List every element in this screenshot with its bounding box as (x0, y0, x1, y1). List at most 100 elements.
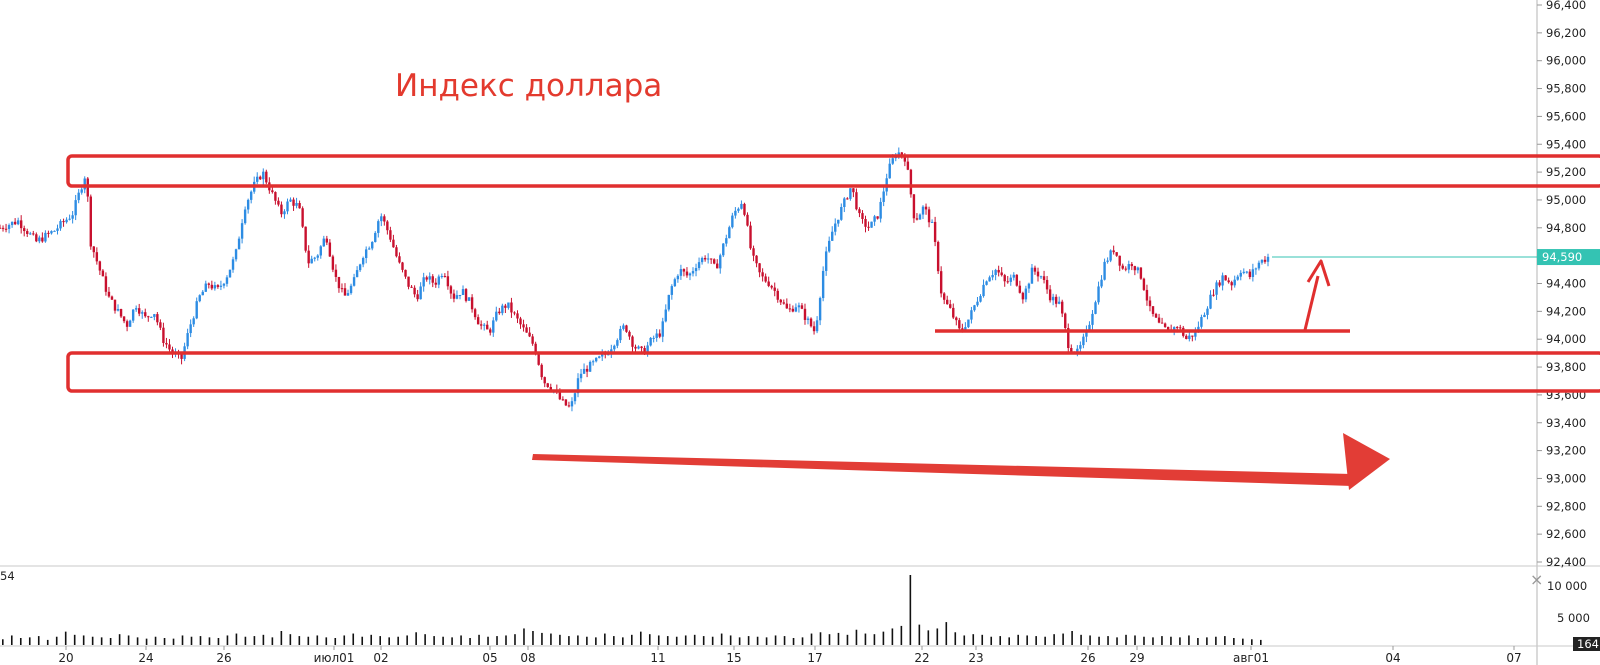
candle-body (110, 296, 114, 300)
candle-body (361, 258, 365, 265)
candle-body (1100, 279, 1103, 287)
candle-body (274, 192, 277, 201)
candle-body (368, 248, 371, 250)
candle-body (903, 156, 907, 162)
candle-body (422, 277, 425, 287)
volume-bar (900, 625, 903, 645)
candle-body (1103, 261, 1106, 280)
date-tick-label: 26 (216, 651, 231, 665)
candle-body (1051, 296, 1055, 301)
candle-body (939, 271, 943, 294)
candle-body (107, 291, 111, 297)
candle-body (404, 269, 407, 277)
candle-body (486, 324, 489, 330)
volume-bar (298, 636, 301, 645)
candle-body (1091, 313, 1094, 325)
candle-body (982, 284, 985, 297)
candle-body (700, 257, 704, 263)
candle-body (301, 208, 304, 227)
volume-bar (235, 633, 238, 645)
volume-bar (550, 633, 552, 645)
candle-body (479, 324, 483, 326)
volume-bar (1044, 636, 1046, 645)
date-tick-label: 02 (373, 651, 388, 665)
candle-body (1254, 268, 1258, 270)
candle-body (476, 317, 480, 325)
candle-body (1042, 276, 1046, 280)
candle-body (570, 401, 574, 407)
candle-body (1030, 267, 1034, 284)
volume-bar (289, 634, 292, 645)
volume-bar (1206, 637, 1208, 645)
close-icon[interactable]: × (1530, 570, 1543, 589)
candle-body (949, 304, 952, 308)
candle-body (616, 340, 619, 346)
candle-body (800, 305, 804, 309)
volume-bar (675, 636, 678, 645)
candle-body (1257, 262, 1261, 269)
candle-body (1054, 296, 1058, 304)
candle-body (295, 203, 298, 206)
candle-body (752, 248, 755, 256)
candle-body (19, 220, 23, 229)
candle-body (540, 364, 543, 378)
candle-body (1048, 289, 1052, 301)
price-tick-label: 92,600 (1546, 527, 1586, 541)
candle-body (758, 263, 761, 273)
volume-bar (1098, 636, 1100, 645)
candle-body (1006, 281, 1009, 283)
candle-body (180, 354, 183, 359)
candle-body (585, 368, 589, 372)
volume-bar (810, 633, 813, 645)
candle-body (243, 209, 247, 224)
candle-body (924, 206, 928, 210)
candle-body (1203, 314, 1206, 318)
volume-bar (136, 637, 139, 645)
candle-body (888, 163, 891, 179)
candle-body (498, 311, 501, 314)
candle-body (358, 264, 362, 271)
candle-body (1133, 266, 1137, 271)
candle-body (567, 405, 571, 407)
candle-body (237, 238, 241, 250)
price-tick-label: 96,400 (1546, 0, 1586, 12)
volume-axis: 10 000 5 000 164 54 (0, 569, 1600, 651)
candle-body (755, 255, 758, 264)
candle-body (1064, 313, 1067, 328)
price-tick-label: 93,400 (1546, 416, 1586, 430)
candle-body (416, 294, 419, 300)
candle-body (864, 219, 867, 227)
volume-bar (1071, 631, 1073, 645)
candle-body (737, 208, 740, 211)
candle-body (824, 251, 828, 271)
price-tick-label: 94,800 (1546, 221, 1586, 235)
candle-body (1166, 326, 1170, 330)
volume-bar (415, 632, 417, 645)
volume-bar (1242, 638, 1244, 645)
candle-body (452, 293, 456, 299)
volume-bar (19, 638, 22, 645)
candle-body (691, 271, 695, 274)
volume-bar (1053, 634, 1055, 645)
candle-body (531, 336, 534, 344)
volume-bar (109, 638, 112, 645)
candle-body (1215, 282, 1218, 295)
candle-body (262, 171, 265, 180)
volume-bar (891, 628, 894, 645)
candle-body (818, 298, 822, 321)
volume-bar (1161, 636, 1163, 645)
candle-body (558, 391, 562, 400)
candle-body (694, 268, 698, 272)
candle-body (392, 239, 395, 248)
candle-body (519, 318, 522, 325)
volume-bar (244, 636, 247, 645)
candle-body (1085, 329, 1088, 337)
candle-body (543, 377, 546, 384)
candle-body (1012, 274, 1015, 278)
candle-body (240, 223, 244, 239)
candle-body (1148, 300, 1152, 307)
candle-body (50, 231, 53, 234)
price-tick-label: 95,800 (1546, 82, 1586, 96)
candle-body (286, 201, 289, 212)
